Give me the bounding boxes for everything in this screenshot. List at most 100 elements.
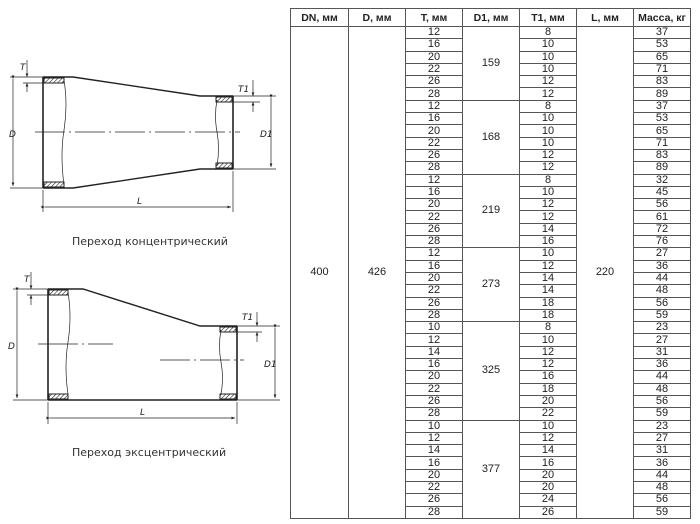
label-D1-ecc: D1 — [264, 360, 277, 370]
table-row: 16 10 53 — [291, 112, 691, 126]
cell-t1: 12 — [519, 432, 577, 446]
cell-mass: 71 — [633, 63, 691, 77]
header-dn: DN, мм — [290, 8, 349, 27]
cell-mass: 36 — [633, 260, 691, 273]
cell-t1: 24 — [519, 493, 577, 507]
cell-t: 12 — [405, 333, 463, 347]
cell-t1: 10 — [519, 333, 577, 347]
cell-t: 28 — [405, 87, 463, 101]
cell-t: 16 — [405, 358, 463, 372]
table-row: 28 22 59 — [291, 407, 691, 421]
cell-t1: 10 — [519, 63, 577, 77]
cell-t: 20 — [405, 51, 463, 64]
header-l: L, мм — [576, 8, 634, 27]
cell-t: 20 — [405, 198, 463, 212]
cell-t: 28 — [405, 506, 463, 519]
label-D-ecc: D — [8, 342, 15, 352]
cell-dn: 400 — [290, 26, 349, 519]
cell-t: 12 — [405, 174, 463, 187]
cell-t: 20 — [405, 124, 463, 138]
table-row: 12 219 8 32 — [291, 174, 691, 249]
table-row: 20 10 65 — [291, 51, 691, 64]
table-row: 20 12 56 — [291, 198, 691, 212]
table-row: 26 20 56 — [291, 395, 691, 409]
cell-mass: 27 — [633, 432, 691, 446]
cell-t: 12 — [405, 100, 463, 114]
table-row: 12 273 10 27 — [291, 247, 691, 323]
cell-t1: 22 — [519, 407, 577, 421]
cell-mass: 23 — [633, 420, 691, 433]
header-mass: Масса, кг — [633, 8, 691, 27]
cell-t: 26 — [405, 297, 463, 310]
header-t1: T1, мм — [519, 8, 577, 27]
cell-t: 22 — [405, 481, 463, 495]
table-row: 12 168 8 37 — [291, 100, 691, 175]
table-row: 28 12 89 — [291, 161, 691, 175]
table-row: 16 10 53 — [291, 38, 691, 52]
cell-t1: 16 — [519, 370, 577, 384]
cell-t: 26 — [405, 149, 463, 163]
cell-mass: 48 — [633, 383, 691, 396]
cell-mass: 76 — [633, 235, 691, 249]
cell-t: 16 — [405, 456, 463, 470]
cell-t: 20 — [405, 272, 463, 286]
cell-t1: 10 — [519, 38, 577, 52]
table-row: 22 20 48 — [291, 481, 691, 495]
cell-mass: 44 — [633, 272, 691, 286]
cell-t: 28 — [405, 309, 463, 323]
cell-t1: 10 — [519, 112, 577, 126]
cell-mass: 83 — [633, 149, 691, 163]
cell-mass: 44 — [633, 370, 691, 384]
cell-t1: 10 — [519, 247, 577, 261]
cell-mass: 83 — [633, 75, 691, 89]
table-row: 26 12 83 — [291, 149, 691, 163]
table-row: 12 12 27 — [291, 432, 691, 446]
cell-mass: 71 — [633, 137, 691, 150]
cell-mass: 59 — [633, 407, 691, 421]
cell-t: 26 — [405, 223, 463, 237]
cell-mass: 45 — [633, 186, 691, 200]
cell-mass: 56 — [633, 493, 691, 507]
cell-t: 20 — [405, 469, 463, 482]
cell-t: 22 — [405, 383, 463, 396]
cell-t1: 12 — [519, 161, 577, 175]
cell-mass: 37 — [633, 100, 691, 114]
cell-mass: 59 — [633, 506, 691, 519]
cell-t: 26 — [405, 395, 463, 409]
cell-t1: 18 — [519, 297, 577, 310]
cell-t1: 14 — [519, 444, 577, 458]
cell-t: 26 — [405, 75, 463, 89]
cell-t: 28 — [405, 235, 463, 249]
cell-t1: 12 — [519, 346, 577, 360]
cell-mass: 36 — [633, 358, 691, 372]
cell-mass: 53 — [633, 38, 691, 52]
label-L: L — [137, 197, 142, 207]
cell-t: 22 — [405, 63, 463, 77]
cell-d1: 168 — [462, 100, 520, 175]
table-row: 26 18 56 — [291, 297, 691, 310]
cell-t1: 10 — [519, 186, 577, 200]
cell-mass: 56 — [633, 297, 691, 310]
table-row: 16 10 45 — [291, 186, 691, 200]
cell-t1: 10 — [519, 51, 577, 64]
cell-t1: 12 — [519, 87, 577, 101]
cell-t1: 18 — [519, 309, 577, 323]
cell-d1: 325 — [462, 321, 520, 421]
table-body: 400 426 12 159 8 220 37 16 10 53 20 10 65 22 10 71 26 12 8… — [290, 26, 691, 519]
label-L-ecc: L — [140, 408, 145, 418]
cell-t: 14 — [405, 346, 463, 360]
cell-t1: 8 — [519, 26, 577, 40]
cell-t: 16 — [405, 260, 463, 273]
concentric-reducer-drawing — [10, 60, 276, 212]
cell-t: 12 — [405, 432, 463, 446]
header-d1: D1, мм — [462, 8, 520, 27]
cell-t1: 12 — [519, 260, 577, 273]
cell-mass: 31 — [633, 444, 691, 458]
cell-t: 12 — [405, 26, 463, 40]
table-row: 28 12 89 — [291, 87, 691, 101]
cell-t1: 8 — [519, 174, 577, 187]
table-row: 20 14 44 — [291, 272, 691, 286]
cell-t: 16 — [405, 112, 463, 126]
cell-mass: 44 — [633, 469, 691, 482]
table-row: 28 26 59 — [291, 506, 691, 519]
